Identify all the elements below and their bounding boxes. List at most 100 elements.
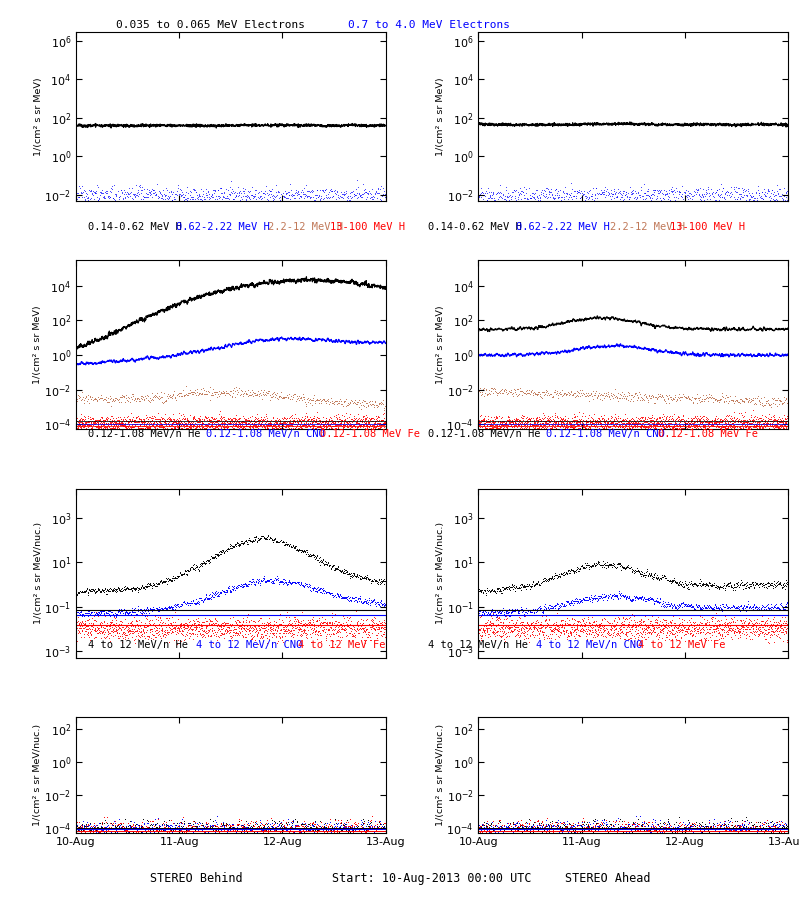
Point [258,817,270,832]
Point [151,416,164,430]
Point [180,418,193,432]
Point [738,817,750,832]
Point [140,619,153,634]
Point [734,576,747,590]
Point [682,185,695,200]
Point [101,606,114,620]
Point [638,593,651,608]
Point [374,396,386,410]
Point [316,586,329,600]
Point [760,623,773,637]
Point [285,389,298,403]
Point [473,626,486,640]
Point [561,386,574,400]
Point [554,628,566,643]
Point [776,415,789,429]
Point [573,411,586,426]
Point [235,415,248,429]
Point [195,630,208,644]
Point [583,594,596,608]
Point [680,822,693,836]
Point [644,390,657,404]
Point [215,192,228,206]
Point [214,585,227,599]
Point [653,422,666,436]
Point [666,824,678,839]
Point [614,828,627,842]
Point [327,418,340,433]
Point [165,617,178,632]
Point [616,418,629,432]
Point [612,415,625,429]
Point [636,815,649,830]
Point [721,413,734,428]
Point [663,574,676,589]
Point [510,411,522,426]
Point [278,184,291,198]
Point [278,625,291,639]
Point [82,388,94,402]
Point [582,189,595,203]
Point [518,385,531,400]
Point [770,413,782,428]
Point [353,418,366,433]
Point [748,819,761,833]
Point [117,582,130,597]
Point [704,418,717,432]
Point [759,417,772,431]
Point [186,561,199,575]
Point [525,410,538,425]
Point [186,418,198,433]
Point [226,420,238,435]
Point [93,190,106,204]
Point [780,416,793,430]
Point [726,419,739,434]
Point [86,819,99,833]
Point [701,417,714,431]
Point [654,618,667,633]
Point [692,620,705,634]
Point [698,816,711,831]
Point [584,418,597,432]
Point [735,620,748,634]
Point [93,606,106,620]
Point [721,819,734,833]
Point [705,823,718,837]
Point [302,618,314,633]
Point [370,621,383,635]
Point [208,418,221,433]
Point [220,420,233,435]
Point [226,581,239,596]
Point [374,413,387,428]
Point [184,620,197,634]
Point [689,624,702,638]
Point [359,595,372,609]
Point [372,416,385,430]
Point [162,625,174,639]
Point [361,190,374,204]
Point [513,418,526,432]
Point [594,416,606,430]
Point [718,192,731,206]
Point [294,420,306,435]
Point [706,625,718,639]
Point [525,605,538,619]
Point [505,418,518,432]
Point [207,821,220,835]
Point [373,396,386,410]
Point [498,620,511,634]
Point [507,817,520,832]
Point [484,615,497,629]
Point [776,410,789,425]
Point [134,818,147,832]
Point [248,576,261,590]
Point [483,820,496,834]
Point [174,423,186,437]
Point [253,820,266,834]
Point [275,532,288,546]
Point [724,418,737,432]
Point [369,417,382,431]
Point [700,184,713,199]
Point [495,625,508,639]
Point [696,186,709,201]
